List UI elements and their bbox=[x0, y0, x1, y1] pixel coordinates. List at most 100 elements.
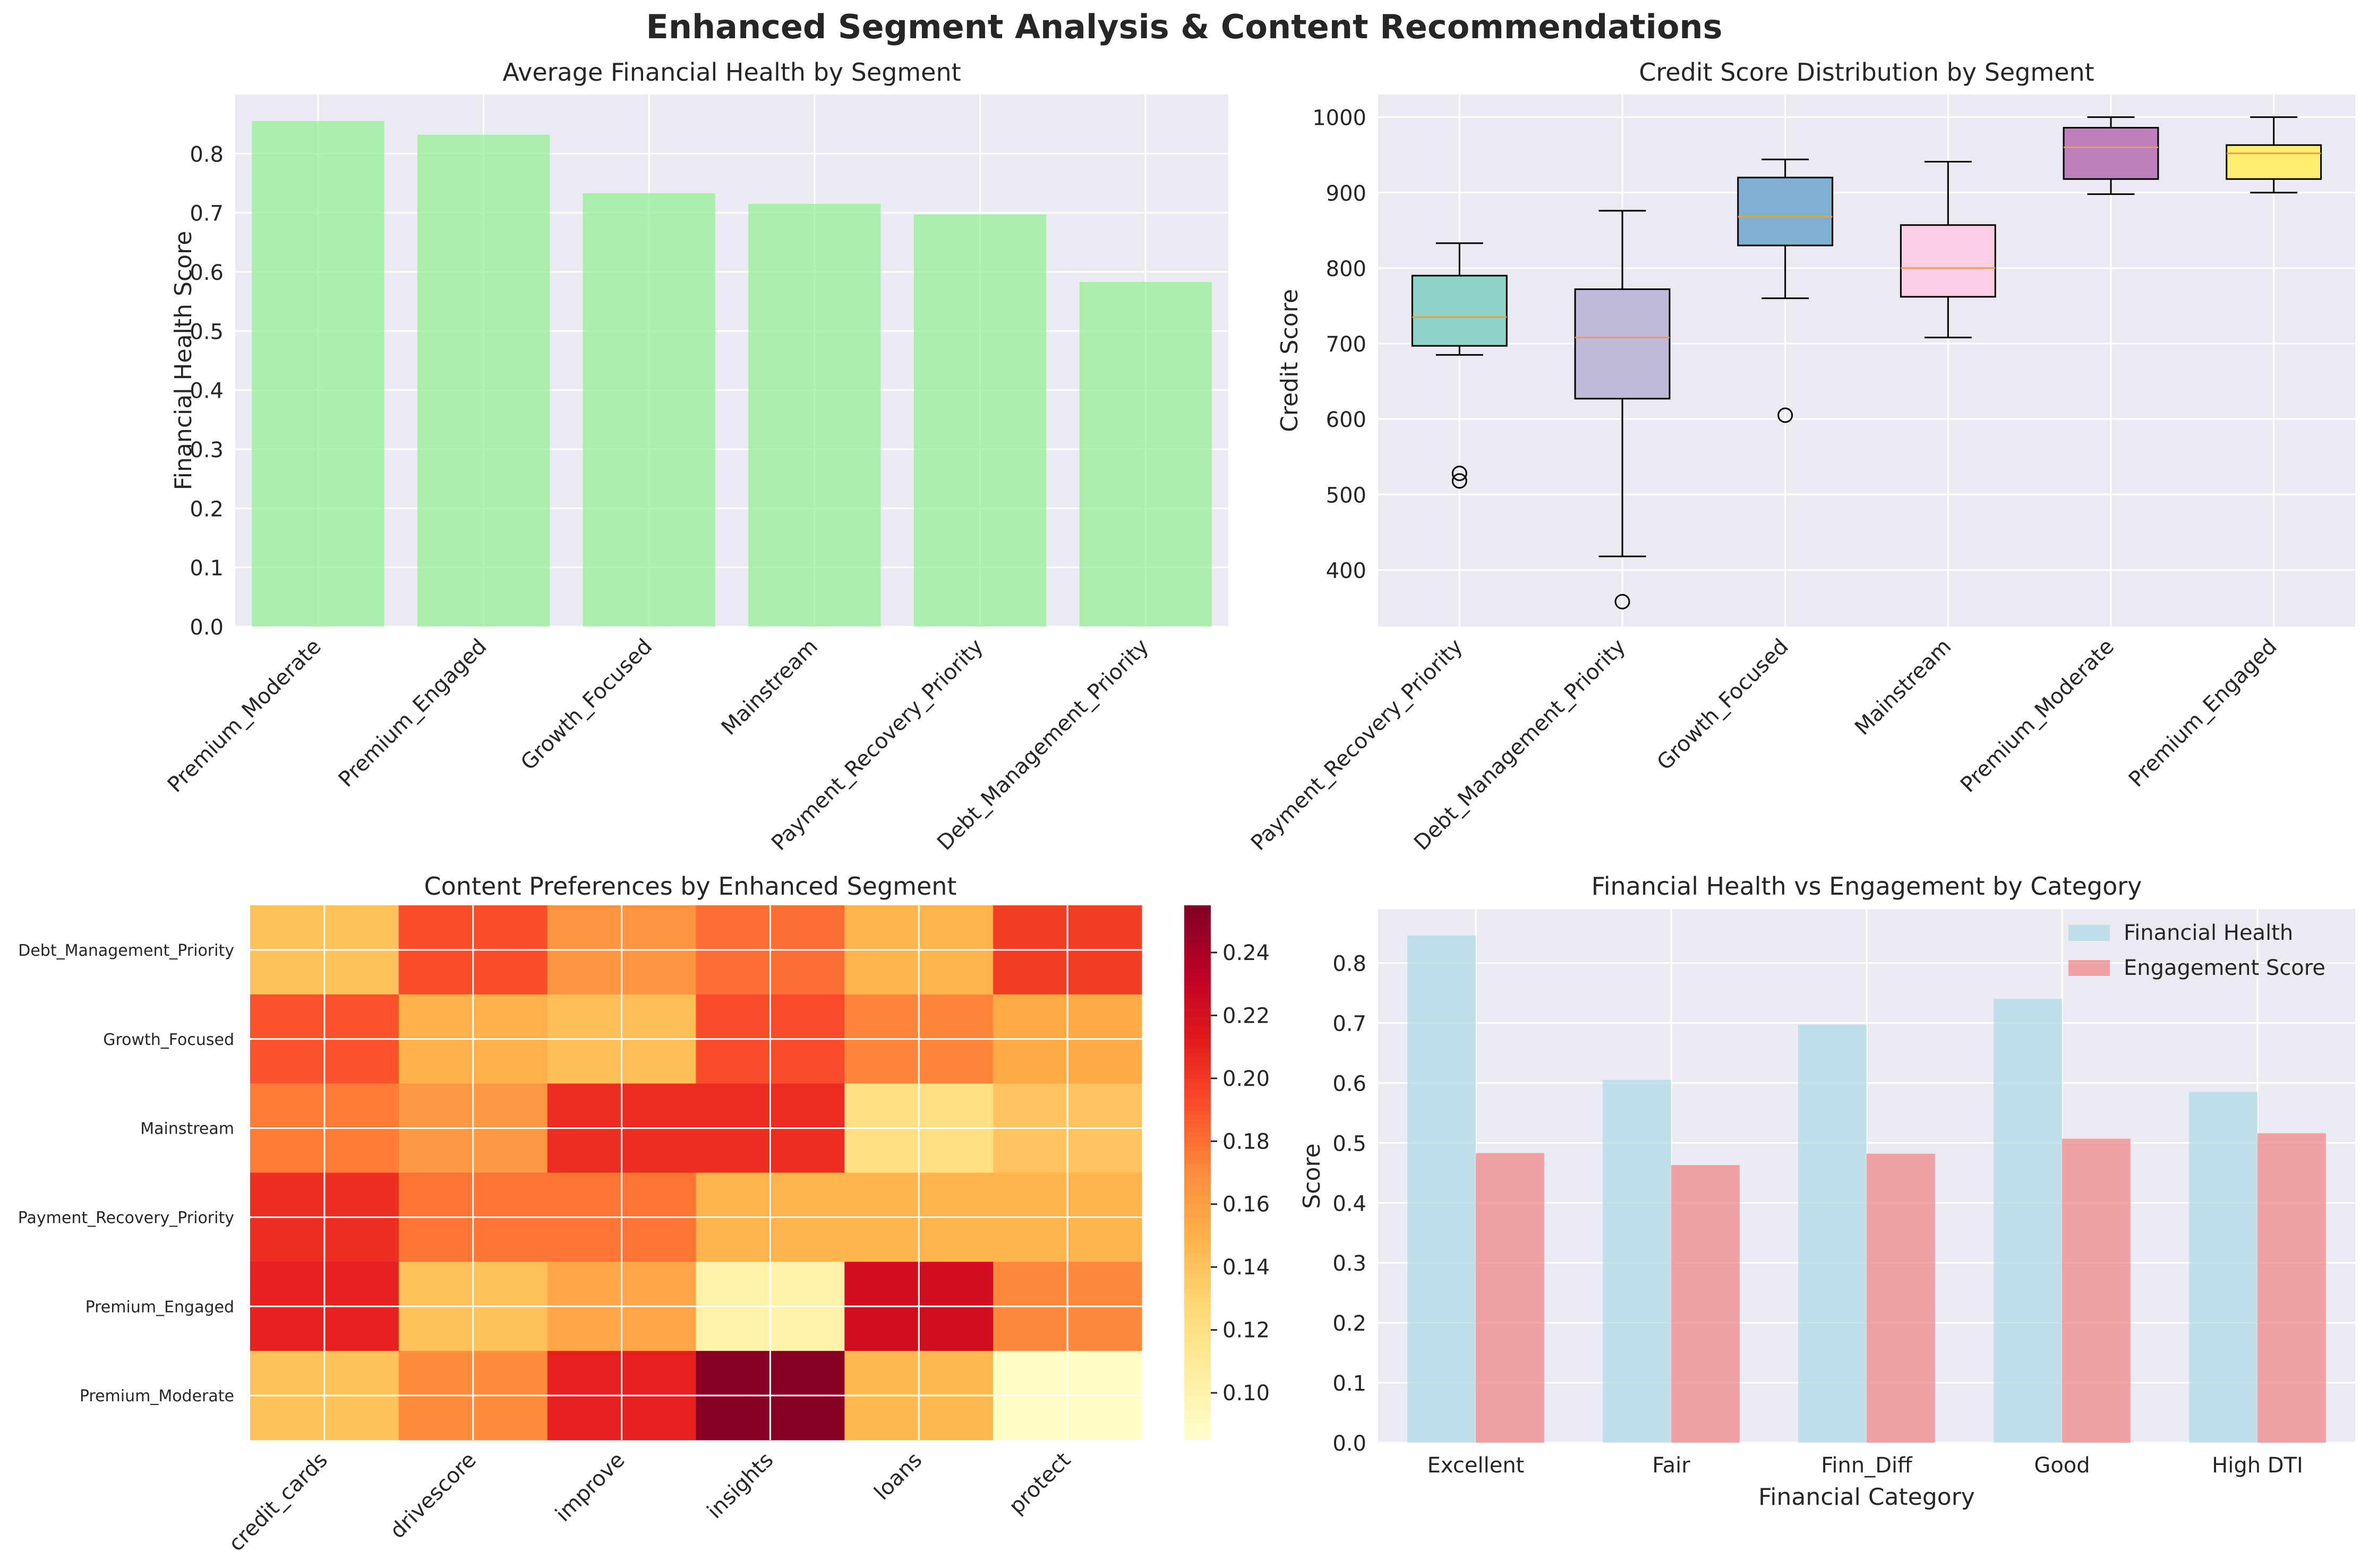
row-label: Debt_Management_Priority bbox=[18, 941, 234, 960]
colorbar-segment bbox=[1184, 1208, 1211, 1213]
colorbar-segment bbox=[1184, 1070, 1211, 1075]
bar bbox=[748, 203, 881, 627]
colorbar-segment bbox=[1184, 1150, 1211, 1155]
x-tick-label: High DTI bbox=[2212, 1453, 2303, 1478]
boxes bbox=[1411, 116, 2322, 610]
y-tick-label: 0.0 bbox=[1332, 1432, 1366, 1456]
colorbar-segment bbox=[1184, 923, 1211, 928]
row-label: Mainstream bbox=[140, 1120, 234, 1138]
row-label: Premium_Moderate bbox=[80, 1387, 234, 1406]
y-tick-label: 1000 bbox=[1312, 106, 1366, 131]
outlier-point bbox=[1777, 407, 1793, 423]
colorbar-segment bbox=[1184, 1244, 1211, 1249]
x-axis-label: Financial Category bbox=[1758, 1484, 1975, 1511]
colorbar-segment bbox=[1184, 1239, 1211, 1245]
colorbar-segment bbox=[1184, 1226, 1211, 1231]
bars bbox=[1407, 935, 2326, 1443]
colorbar-segment bbox=[1184, 1351, 1211, 1356]
x-tick-label: Fair bbox=[1652, 1453, 1690, 1478]
colorbar-segment bbox=[1184, 1355, 1211, 1360]
colorbar-segment bbox=[1184, 1435, 1211, 1441]
colorbar-segment bbox=[1184, 1066, 1211, 1071]
colorbar-segment bbox=[1184, 1257, 1211, 1262]
colorbar-segment bbox=[1184, 981, 1211, 986]
y-tick-label: 400 bbox=[1326, 559, 1366, 583]
colorbar-segment bbox=[1184, 1172, 1211, 1178]
colorbar-segment bbox=[1184, 994, 1211, 999]
colorbar-segment bbox=[1184, 945, 1211, 950]
colorbar-segment bbox=[1184, 1154, 1211, 1160]
y-tick-label: 700 bbox=[1326, 332, 1366, 357]
colorbar-segment bbox=[1184, 1146, 1211, 1151]
box bbox=[1411, 275, 1508, 347]
colorbar-segment bbox=[1184, 1426, 1211, 1432]
colorbar-segment bbox=[1184, 1030, 1211, 1035]
colorbar-segment bbox=[1184, 1364, 1211, 1369]
colorbar-segment bbox=[1184, 1159, 1211, 1164]
box-group bbox=[1574, 210, 1671, 610]
y-axis-label: Credit Score bbox=[1276, 289, 1303, 432]
y-tick-label: 0.4 bbox=[190, 379, 224, 404]
chart-title: Average Financial Health by Segment bbox=[502, 58, 961, 87]
colorbar-segment bbox=[1184, 927, 1211, 932]
y-tick-label: 500 bbox=[1326, 483, 1366, 508]
colorbar-segment bbox=[1184, 949, 1211, 955]
colorbar-tick-label: 0.22 bbox=[1222, 1004, 1270, 1028]
colorbar-segment bbox=[1184, 1110, 1211, 1116]
box-group bbox=[2226, 116, 2322, 194]
y-tick-label: 0.3 bbox=[190, 438, 224, 462]
colorbar-segment bbox=[1184, 1315, 1211, 1321]
colorbar-tick-label: 0.20 bbox=[1222, 1067, 1270, 1091]
colorbar-segment bbox=[1184, 910, 1211, 915]
colorbar-segment bbox=[1184, 1088, 1211, 1093]
colorbar-tick-label: 0.24 bbox=[1222, 941, 1270, 965]
colorbar-segment bbox=[1184, 1400, 1211, 1405]
colorbar-segment bbox=[1184, 1137, 1211, 1142]
outlier-point bbox=[1451, 465, 1467, 481]
colorbar-segment bbox=[1184, 1288, 1211, 1293]
colorbar-segment bbox=[1184, 990, 1211, 995]
colorbar-segment bbox=[1184, 1177, 1211, 1182]
colorbar-segment bbox=[1184, 958, 1211, 964]
y-tick-labels: 400 500 600 700 800 900 1000 bbox=[1312, 106, 1366, 584]
row-label: Growth_Focused bbox=[103, 1031, 234, 1049]
y-tick-label: 0.5 bbox=[190, 320, 224, 344]
colorbar-segment bbox=[1184, 1128, 1211, 1133]
legend-label: Financial Health bbox=[2124, 921, 2293, 945]
colorbar-segment bbox=[1184, 1163, 1211, 1169]
colorbar-segment bbox=[1184, 1333, 1211, 1338]
colorbar-tick-label: 0.10 bbox=[1222, 1381, 1270, 1406]
colorbar-segment bbox=[1184, 1213, 1211, 1218]
y-tick-label: 0.2 bbox=[190, 497, 224, 521]
colorbar-segment bbox=[1184, 1124, 1211, 1129]
box bbox=[2063, 127, 2159, 180]
chart-title: Credit Score Distribution by Segment bbox=[1639, 58, 2094, 87]
colorbar-segment bbox=[1184, 1043, 1211, 1049]
colorbar-segment bbox=[1184, 1404, 1211, 1409]
colorbar-segment bbox=[1184, 1279, 1211, 1284]
colorbar-segment bbox=[1184, 1221, 1211, 1227]
plot-area bbox=[1378, 95, 2355, 627]
colorbar-segment bbox=[1184, 1377, 1211, 1383]
legend: Financial Health Engagement Score bbox=[2068, 921, 2325, 980]
x-tick-label: Good bbox=[2034, 1453, 2090, 1478]
row-label: Payment_Recovery_Priority bbox=[18, 1209, 234, 1227]
colorbar-segment bbox=[1184, 976, 1211, 982]
colorbar-segment bbox=[1184, 1195, 1211, 1200]
y-tick-label: 0.8 bbox=[1332, 952, 1366, 976]
colorbar-segment bbox=[1184, 905, 1211, 910]
heatmap-cells bbox=[250, 905, 1142, 1441]
colorbar-segment bbox=[1184, 972, 1211, 977]
colorbar-segment bbox=[1184, 1003, 1211, 1008]
y-tick-label: 800 bbox=[1326, 257, 1366, 281]
y-tick-label: 600 bbox=[1326, 408, 1366, 432]
colorbar-segment bbox=[1184, 1409, 1211, 1414]
colorbar-segment bbox=[1184, 1319, 1211, 1325]
y-tick-label: 0.6 bbox=[1332, 1072, 1366, 1096]
colorbar-segment bbox=[1184, 1061, 1211, 1066]
colorbar-segment bbox=[1184, 1271, 1211, 1276]
panel-credit-score-distribution: Credit Score Distribution by Segment Cre… bbox=[1246, 58, 2355, 855]
colorbar-segment bbox=[1184, 1012, 1211, 1017]
colorbar-segment bbox=[1184, 1115, 1211, 1120]
colorbar-segment bbox=[1184, 1052, 1211, 1057]
